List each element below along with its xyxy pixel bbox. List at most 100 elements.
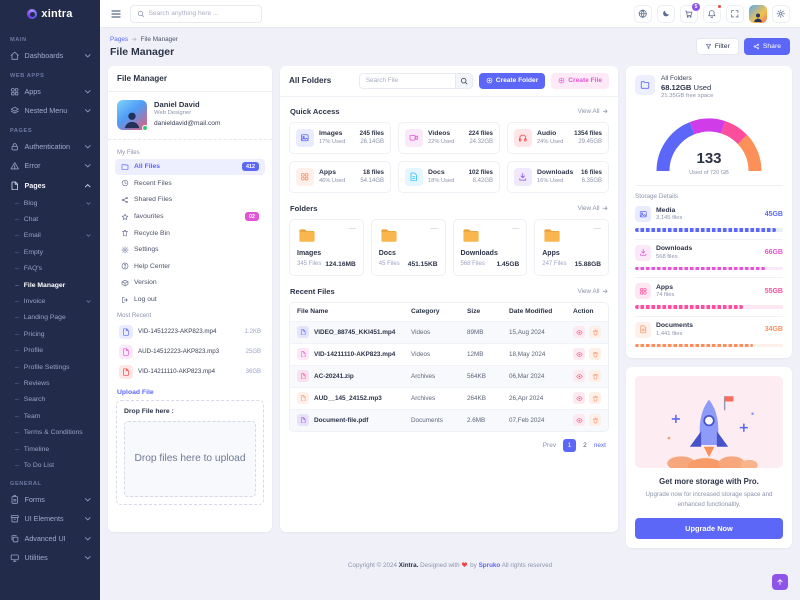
sidebar-subitem-faq-s[interactable]: – FAQ's [15, 265, 43, 273]
recent-file-item[interactable]: VID-14512223-AKP823.mp4 1.2KB [115, 322, 265, 342]
sidebar-subitem-pricing[interactable]: – Pricing [15, 330, 45, 338]
advanced-ui-icon [10, 534, 20, 544]
file-search-input[interactable] [358, 72, 455, 89]
sidebar-subitem-reviews[interactable]: – Reviews [15, 379, 50, 387]
footer-credit[interactable]: Spruko [478, 562, 501, 570]
delete-file-button[interactable] [589, 326, 601, 338]
folder-menu-icon[interactable]: — [512, 224, 520, 232]
global-search-input[interactable] [148, 10, 255, 17]
sidebar-subitem-to-do-list[interactable]: – To Do List [15, 461, 55, 469]
fm-menu-help-center[interactable]: Help Center [115, 258, 265, 275]
pagination-next[interactable]: next [593, 441, 606, 449]
sidebar-item-error[interactable]: Error [0, 156, 100, 176]
cart-button[interactable]: 5 [680, 2, 700, 23]
filter-button[interactable]: Filter [695, 38, 739, 56]
scroll-to-top-button[interactable] [772, 574, 788, 590]
quick-access-videos[interactable]: Videos 22% Used 224 files 24.32GB [398, 121, 500, 154]
global-search[interactable] [130, 4, 262, 23]
quick-access-audio[interactable]: Audio 24% Used 1354 files 29.45GB [507, 121, 609, 154]
sidebar-item-forms[interactable]: Forms [0, 490, 100, 510]
sidebar-subitem-search[interactable]: – Search [15, 396, 46, 404]
table-row[interactable]: VID-14211110-AKP823.mp4 Videos 12MB 18,May … [290, 342, 608, 365]
sidebar-item-pages[interactable]: Pages [0, 176, 100, 196]
notifications-button[interactable] [703, 3, 722, 23]
sidebar-item-dashboards[interactable]: Dashboards [0, 46, 100, 66]
quick-access-docs[interactable]: Docs 18% Used 102 files 8.42GB [398, 160, 500, 193]
delete-file-button[interactable] [589, 348, 601, 360]
storage-detail-apps: Apps 74 files 55GB [635, 278, 783, 317]
recent-file-item[interactable]: AUD-14512223-AKP823.mp3 25GB [115, 342, 265, 362]
fm-menu-settings[interactable]: Settings [115, 241, 265, 258]
folder-menu-icon[interactable]: — [594, 224, 601, 232]
view-file-button[interactable] [573, 414, 585, 426]
table-row[interactable]: AUD__145_24152.mp3 Archives 264KB 26,Apr 20… [290, 386, 608, 409]
delete-file-button[interactable] [589, 370, 601, 382]
quick-access-apps[interactable]: Apps 46% Used 18 files 54.14GB [289, 160, 391, 193]
folder-downloads[interactable]: — Downloads 568 Files 1.45GB [452, 218, 528, 276]
dark-mode-button[interactable] [657, 4, 675, 23]
quick-access-view-all[interactable]: View All [578, 108, 608, 115]
sidebar-item-apps[interactable]: Apps [0, 82, 100, 102]
view-file-button[interactable] [573, 370, 585, 382]
settings-button[interactable] [772, 4, 790, 23]
fullscreen-button[interactable] [726, 4, 744, 23]
fm-menu-log-out[interactable]: Log out [115, 291, 265, 308]
sidebar-subitem-landing-page[interactable]: – Landing Page [15, 314, 66, 322]
view-file-button[interactable] [573, 326, 585, 338]
dropzone-area[interactable]: Drop files here to upload [124, 420, 256, 497]
view-file-button[interactable] [573, 392, 585, 404]
breadcrumb-pages[interactable]: Pages [110, 36, 129, 43]
table-row[interactable]: Document-file.pdf Documents 2.6MB 07,Feb 20… [290, 408, 608, 431]
file-search-button[interactable] [454, 72, 473, 89]
quick-access-images[interactable]: Images 17% Used 245 files 26.14GB [289, 121, 391, 154]
sidebar-subitem-file-manager[interactable]: – File Manager [15, 281, 66, 289]
folder-apps[interactable]: — Apps 247 Files 15.88GB [534, 218, 609, 276]
sidebar-subitem-invoice[interactable]: – Invoice [0, 293, 100, 309]
fm-menu-recent-files[interactable]: Recent Files [115, 175, 265, 192]
profile-avatar[interactable] [749, 4, 767, 23]
delete-file-button[interactable] [589, 392, 601, 404]
fm-menu-shared-files[interactable]: Shared Files [115, 192, 265, 209]
language-button[interactable] [634, 4, 652, 23]
pagination-page-2[interactable]: 2 [583, 441, 587, 449]
pagination-page-1[interactable]: 1 [563, 438, 577, 452]
sidebar-subitem-profile[interactable]: – Profile [15, 347, 44, 355]
sidebar-subitem-terms-conditions[interactable]: – Terms & Conditions [15, 429, 83, 437]
recent-file-item[interactable]: VID-14211110-AKP823.mp4 36GB [115, 362, 265, 382]
sidebar-subitem-profile-settings[interactable]: – Profile Settings [15, 363, 70, 371]
folder-images[interactable]: — Images 345 Files 124.16MB [289, 218, 364, 276]
create-folder-button[interactable]: Create Folder [478, 72, 546, 89]
sidebar-item-ui-elements[interactable]: UI Elements [0, 509, 100, 529]
sidebar-subitem-chat[interactable]: – Chat [15, 216, 39, 224]
delete-file-button[interactable] [589, 414, 601, 426]
upgrade-now-button[interactable]: Upgrade Now [635, 518, 783, 540]
folder-menu-icon[interactable]: — [430, 224, 438, 232]
quick-access-downloads[interactable]: Downloads 16% Used 16 files 6.35GB [507, 160, 609, 193]
sidebar-subitem-email[interactable]: – Email [0, 228, 100, 244]
fm-menu-all-files[interactable]: All Files 412 [115, 158, 265, 176]
upload-dropzone[interactable]: Drop File here : Drop files here to uplo… [116, 399, 264, 505]
fm-menu-favourites[interactable]: favourites 02 [115, 208, 265, 225]
view-file-button[interactable] [573, 348, 585, 360]
folder-menu-icon[interactable]: — [348, 224, 356, 232]
fm-menu-recycle-bin[interactable]: Recycle Bin [115, 225, 265, 242]
folders-view-all[interactable]: View All [578, 205, 608, 212]
fm-menu-version[interactable]: Version [115, 275, 265, 292]
create-file-button[interactable]: Create File [551, 72, 609, 89]
folder-docs[interactable]: — Docs 45 Files 451.15KB [370, 218, 446, 276]
sidebar-toggle-icon[interactable] [110, 8, 122, 20]
sidebar-subitem-empty[interactable]: – Empty [15, 248, 44, 256]
sidebar-item-utilities[interactable]: Utilities [0, 548, 100, 568]
pagination-prev[interactable]: Prev [542, 441, 557, 449]
share-button[interactable]: Share [743, 38, 790, 56]
table-row[interactable]: VIDEO_88745_KKI451.mp4 Videos 89MB 15,Aug 2… [290, 320, 608, 343]
table-row[interactable]: AC-20241.zip Archives 564KB 06,Mar 2024 [290, 364, 608, 387]
sidebar-subitem-team[interactable]: – Team [15, 412, 41, 420]
sidebar-item-nested-menu[interactable]: Nested Menu [0, 101, 100, 121]
recent-files-view-all[interactable]: View All [578, 288, 608, 295]
sidebar-subitem-timeline[interactable]: – Timeline [15, 445, 50, 453]
sidebar-subitem-blog[interactable]: – Blog [0, 195, 100, 211]
sidebar-item-authentication[interactable]: Authentication [0, 137, 100, 157]
app-logo[interactable]: xintra [0, 0, 100, 28]
sidebar-item-advanced-ui[interactable]: Advanced UI [0, 529, 100, 549]
